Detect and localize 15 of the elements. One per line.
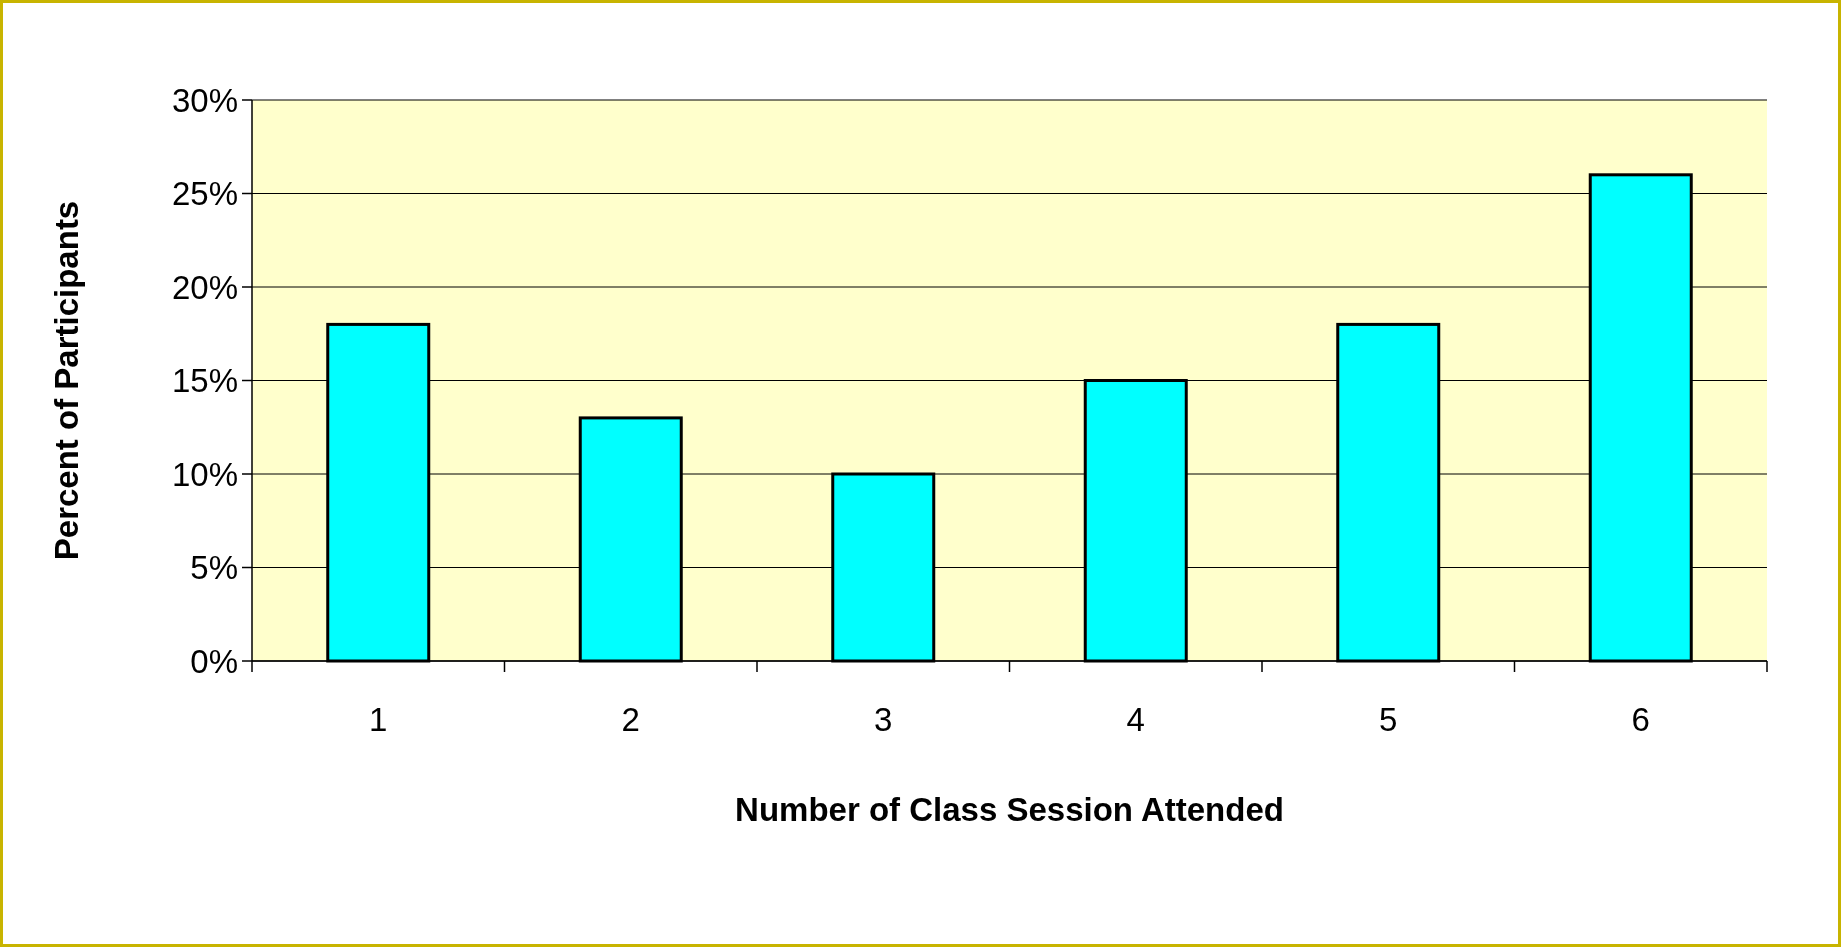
x-tick-label: 5 xyxy=(1379,701,1398,738)
y-tick-label: 15% xyxy=(171,362,238,400)
y-tick-label: 25% xyxy=(171,175,238,213)
x-tick-label: 4 xyxy=(1126,701,1145,738)
x-axis-title: Number of Class Session Attended xyxy=(735,791,1284,828)
y-tick-label: 20% xyxy=(171,268,238,306)
y-tick-label: 0% xyxy=(190,642,238,680)
y-tick-label: 30% xyxy=(171,81,238,119)
y-axis-title: Percent of Participants xyxy=(48,200,85,561)
y-tick-label: 10% xyxy=(171,455,238,493)
y-tick-label: 5% xyxy=(190,549,238,587)
x-tick-label: 6 xyxy=(1631,701,1650,738)
x-tick-label: 3 xyxy=(874,701,893,738)
x-tick-label: 1 xyxy=(369,701,388,738)
x-tick-label: 2 xyxy=(621,701,640,738)
